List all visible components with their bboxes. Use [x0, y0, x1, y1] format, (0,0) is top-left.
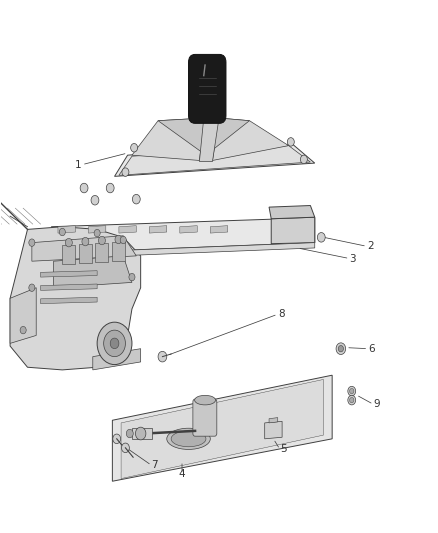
Polygon shape: [115, 144, 315, 176]
Circle shape: [110, 338, 119, 349]
Circle shape: [29, 239, 35, 246]
Circle shape: [82, 237, 89, 246]
Text: 1: 1: [75, 160, 82, 169]
Polygon shape: [212, 118, 289, 160]
Polygon shape: [41, 284, 97, 290]
Circle shape: [121, 443, 129, 453]
Polygon shape: [271, 217, 315, 244]
Bar: [79, 244, 92, 263]
Circle shape: [348, 395, 356, 405]
Polygon shape: [119, 225, 136, 233]
Circle shape: [129, 273, 135, 281]
Polygon shape: [149, 225, 167, 233]
Circle shape: [59, 228, 65, 236]
Circle shape: [97, 322, 132, 365]
Circle shape: [91, 196, 99, 205]
Polygon shape: [121, 379, 323, 479]
Circle shape: [338, 345, 343, 352]
Polygon shape: [41, 297, 97, 304]
Text: 6: 6: [368, 344, 375, 354]
Circle shape: [350, 389, 354, 394]
Polygon shape: [269, 206, 315, 219]
Polygon shape: [113, 375, 332, 481]
FancyBboxPatch shape: [193, 399, 217, 436]
Polygon shape: [32, 236, 136, 261]
Polygon shape: [41, 271, 97, 277]
Circle shape: [104, 330, 125, 357]
Bar: [62, 245, 75, 264]
Circle shape: [336, 343, 346, 354]
Polygon shape: [51, 217, 315, 253]
Circle shape: [113, 434, 120, 443]
Text: 3: 3: [350, 254, 356, 263]
Circle shape: [158, 351, 167, 362]
Circle shape: [106, 183, 114, 193]
Circle shape: [131, 143, 138, 152]
Ellipse shape: [194, 395, 215, 405]
Polygon shape: [265, 421, 282, 439]
Circle shape: [94, 229, 100, 237]
Circle shape: [99, 236, 106, 245]
Polygon shape: [132, 428, 152, 439]
Ellipse shape: [167, 428, 210, 449]
Circle shape: [287, 138, 294, 146]
Circle shape: [132, 195, 140, 204]
Circle shape: [122, 168, 129, 176]
Circle shape: [120, 236, 126, 244]
Circle shape: [65, 238, 72, 247]
Polygon shape: [158, 118, 250, 155]
Circle shape: [318, 232, 325, 242]
Circle shape: [300, 155, 307, 164]
Polygon shape: [199, 118, 219, 161]
Circle shape: [115, 235, 122, 244]
Polygon shape: [10, 288, 36, 343]
Text: 5: 5: [280, 445, 286, 455]
Circle shape: [29, 284, 35, 292]
Circle shape: [20, 326, 26, 334]
Polygon shape: [51, 243, 315, 259]
Text: 8: 8: [278, 309, 284, 319]
Polygon shape: [132, 118, 205, 160]
Polygon shape: [58, 225, 75, 233]
Polygon shape: [93, 349, 141, 370]
Text: 9: 9: [374, 399, 380, 409]
FancyBboxPatch shape: [188, 54, 226, 123]
Text: 2: 2: [367, 241, 374, 252]
Polygon shape: [180, 225, 197, 233]
Circle shape: [126, 429, 133, 438]
Polygon shape: [53, 256, 132, 288]
Circle shape: [135, 427, 146, 440]
Bar: [95, 243, 109, 262]
Polygon shape: [210, 225, 228, 233]
Text: 7: 7: [152, 461, 158, 470]
Text: 4: 4: [179, 470, 185, 479]
Ellipse shape: [171, 431, 206, 447]
Polygon shape: [88, 225, 106, 233]
Circle shape: [80, 183, 88, 193]
Polygon shape: [10, 227, 141, 370]
Circle shape: [348, 386, 356, 396]
Polygon shape: [119, 146, 311, 175]
Bar: [112, 242, 125, 261]
Polygon shape: [269, 418, 278, 423]
Circle shape: [350, 398, 354, 403]
